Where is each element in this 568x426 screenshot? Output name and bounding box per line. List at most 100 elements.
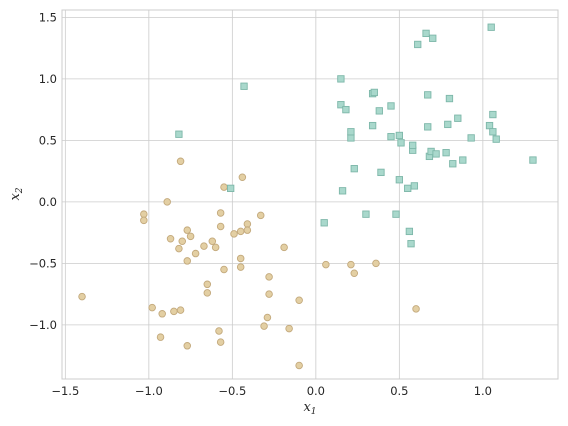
square-data-point (485, 121, 494, 130)
circle-data-point (230, 230, 238, 238)
circle-data-point (295, 296, 303, 305)
data-points (78, 23, 537, 370)
square-data-point (467, 134, 475, 142)
circle-data-point (203, 280, 212, 289)
circle-data-point (220, 265, 228, 274)
square-data-point (375, 107, 383, 115)
x-tick-labels: −1.5 −1.0 −0.5 0.0 0.5 1.0 (51, 384, 492, 398)
circle-data-point (140, 216, 148, 225)
circle-data-point (265, 290, 273, 298)
circle-data-point (238, 173, 247, 182)
square-data-point (377, 168, 385, 177)
y-tick-label: 1.0 (39, 72, 57, 86)
y-tick-label: −0.5 (29, 256, 57, 270)
square-data-point (407, 240, 415, 248)
square-data-point (392, 210, 400, 218)
square-data-point (409, 141, 417, 149)
x-axis-label-sub: 1 (311, 407, 317, 417)
square-data-point (422, 29, 430, 38)
circle-data-point (148, 303, 156, 312)
square-data-point (492, 135, 500, 143)
circle-data-point (265, 273, 273, 281)
square-data-point (397, 139, 405, 147)
plot-background (62, 10, 558, 379)
square-data-point (387, 102, 395, 110)
circle-data-point (166, 235, 175, 243)
square-data-point (454, 114, 462, 122)
circle-data-point (216, 209, 225, 217)
circle-data-point (175, 244, 183, 253)
square-data-point (529, 156, 537, 164)
square-data-point (449, 160, 457, 168)
square-data-point (337, 101, 345, 109)
square-data-point (432, 150, 440, 158)
square-data-point (459, 156, 467, 164)
square-data-point (395, 131, 403, 140)
circle-data-point (191, 249, 200, 258)
circle-data-point (186, 232, 195, 241)
circle-data-point (200, 242, 208, 250)
y-axis-label-base: x (8, 193, 23, 201)
y-tick-label: 1.5 (39, 10, 57, 24)
y-tick-label: 0.0 (39, 195, 57, 209)
x-axis-label-base: x (303, 400, 311, 415)
circle-data-point (183, 257, 192, 265)
circle-data-point (347, 260, 355, 269)
circle-data-point (260, 322, 268, 330)
grid-lines (62, 10, 558, 379)
x-tick-label: 0.0 (307, 384, 325, 398)
square-data-point (424, 123, 432, 131)
square-data-point (338, 187, 347, 195)
circle-data-point (372, 259, 380, 268)
circle-data-point (295, 361, 303, 370)
square-data-point (487, 23, 495, 31)
circle-data-point (170, 307, 178, 316)
square-data-point (429, 34, 437, 42)
circle-data-point (285, 324, 293, 333)
circle-data-point (203, 289, 212, 297)
square-data-point (489, 110, 497, 119)
circle-data-point (350, 269, 359, 277)
square-data-point (347, 134, 355, 142)
y-axis-label-sub: 2 (15, 187, 25, 194)
square-data-point (227, 184, 235, 192)
square-data-point (414, 40, 422, 49)
circle-data-point (256, 211, 265, 220)
square-data-point (445, 94, 454, 103)
circle-data-point (183, 342, 192, 350)
y-axis-label: x2 (8, 187, 25, 200)
circle-data-point (178, 237, 186, 245)
circle-data-point (163, 198, 171, 206)
circle-data-point (183, 226, 192, 234)
y-tick-label: −1.0 (29, 318, 57, 332)
x-tick-label: −1.5 (51, 384, 79, 398)
circle-data-point (216, 338, 225, 346)
circle-data-point (243, 220, 252, 228)
square-data-point (337, 75, 345, 83)
square-data-point (444, 120, 452, 129)
square-data-point (424, 91, 432, 99)
square-data-point (405, 227, 414, 236)
circle-data-point (78, 292, 86, 301)
circle-data-point (236, 263, 245, 271)
square-data-point (320, 219, 328, 227)
circle-data-point (220, 183, 228, 191)
plot-frame (61, 9, 559, 380)
circle-data-point (176, 306, 185, 314)
square-data-point (489, 128, 497, 136)
x-tick-label: 0.5 (390, 384, 408, 398)
square-data-point (347, 128, 355, 136)
circle-data-point (280, 243, 288, 252)
x-tick-label: −0.5 (218, 384, 246, 398)
square-data-point (370, 88, 378, 97)
circle-data-point (215, 327, 223, 335)
square-data-point (175, 130, 183, 138)
y-tick-label: 0.5 (39, 133, 57, 147)
square-data-point (395, 176, 403, 184)
square-data-point (442, 149, 450, 157)
circle-data-point (176, 157, 185, 166)
circle-data-point (216, 222, 225, 231)
square-data-point (404, 184, 412, 192)
square-data-point (368, 121, 377, 130)
